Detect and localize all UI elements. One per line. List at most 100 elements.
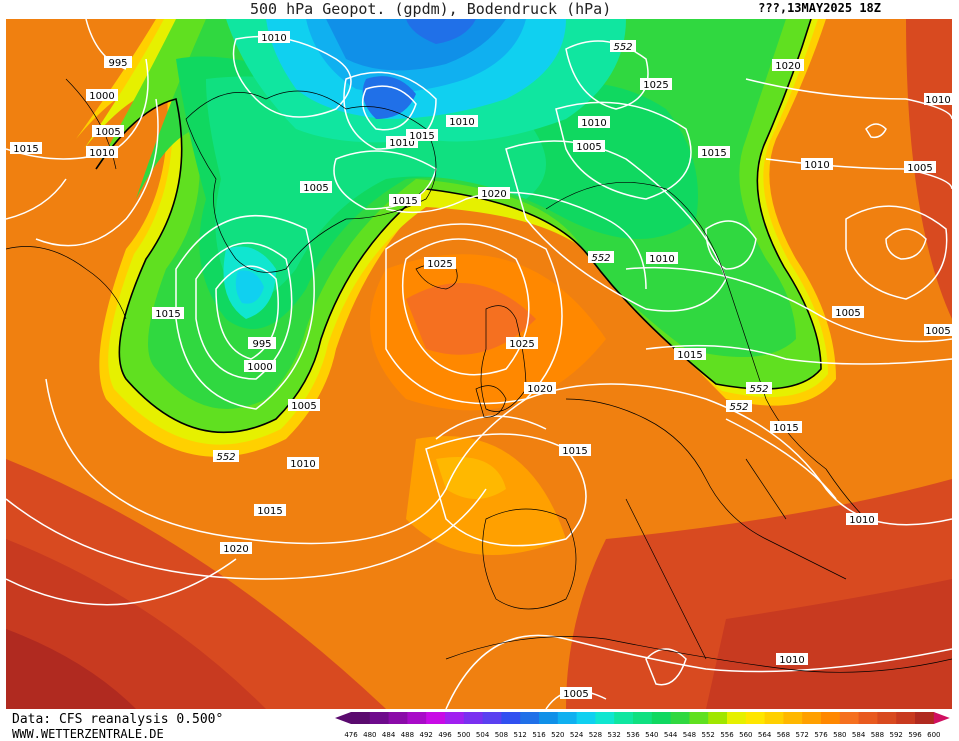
gpdm-label: 552 — [213, 450, 239, 463]
svg-text:1010: 1010 — [290, 459, 315, 470]
legend-tick-label: 484 — [382, 731, 396, 739]
legend-swatch — [915, 712, 935, 724]
svg-text:1010: 1010 — [449, 117, 474, 128]
isobar-label: 1005 — [904, 161, 936, 174]
legend-tick-label: 512 — [514, 731, 527, 739]
legend-tick-label: 516 — [532, 731, 546, 739]
legend-swatch — [539, 712, 559, 724]
svg-text:1005: 1005 — [576, 142, 601, 153]
isobar-label: 1020 — [478, 187, 510, 200]
legend-tick-label: 524 — [570, 731, 584, 739]
legend-tick-label: 480 — [363, 731, 376, 739]
svg-text:552: 552 — [216, 452, 235, 463]
legend-tick-label: 556 — [720, 731, 734, 739]
legend-swatch — [614, 712, 634, 724]
legend-swatch — [557, 712, 578, 724]
legend-arrow-right — [933, 712, 950, 724]
band-592 — [6, 629, 136, 709]
svg-text:1005: 1005 — [563, 689, 588, 700]
legend-tick-label: 496 — [438, 731, 452, 739]
isobar-label: 1005 — [560, 687, 592, 700]
isobar-label: 1020 — [220, 542, 252, 555]
band-580 — [406, 283, 536, 355]
legend-swatch — [351, 712, 371, 724]
legend-swatch — [388, 712, 408, 724]
isobar-label: 1015 — [152, 307, 184, 320]
pressure-labels: 1010 995 1000 1005 1015 1010 1010 1015 1… — [10, 31, 952, 700]
isobar-label: 1000 — [244, 360, 276, 373]
isobar-label: 1005 — [300, 181, 332, 194]
isobar-label: 1010 — [86, 146, 118, 159]
legend-tick-label: 548 — [683, 731, 696, 739]
legend-tick-label: 508 — [495, 731, 508, 739]
svg-text:1020: 1020 — [223, 544, 248, 555]
legend-swatch — [745, 712, 766, 724]
svg-text:995: 995 — [252, 339, 271, 350]
isobar-label: 1015 — [10, 142, 42, 155]
legend-swatch — [501, 712, 521, 724]
legend-tick-label: 528 — [589, 731, 602, 739]
legend-swatch — [595, 712, 615, 724]
map-canvas: 1010 995 1000 1005 1015 1010 1010 1015 1… — [5, 18, 953, 710]
legend-swatch — [633, 712, 653, 724]
isobar-label: 1010 — [646, 252, 678, 265]
legend-swatch — [651, 712, 672, 724]
legend-swatch — [764, 712, 784, 724]
svg-text:1000: 1000 — [89, 91, 114, 102]
svg-text:1005: 1005 — [907, 163, 932, 174]
isobar-label: 1010 — [801, 158, 833, 171]
svg-text:552: 552 — [591, 253, 610, 264]
band-524 — [235, 270, 264, 304]
svg-text:1015: 1015 — [701, 148, 726, 159]
svg-text:1010: 1010 — [804, 160, 829, 171]
svg-text:1005: 1005 — [925, 326, 950, 337]
map-footer: Data: CFS reanalysis 0.500° WWW.WETTERZE… — [0, 709, 959, 741]
legend-tick-label: 492 — [420, 731, 433, 739]
legend-swatch — [576, 712, 596, 724]
isobar-label: 1005 — [924, 324, 952, 337]
svg-text:1020: 1020 — [775, 61, 800, 72]
isobar-label: 1025 — [424, 257, 456, 270]
isobar-label: 1010 — [258, 31, 290, 44]
legend-swatch — [463, 712, 484, 724]
isobar-label: 1010 — [846, 513, 878, 526]
legend-tick-label: 536 — [626, 731, 640, 739]
isobar-label: 1015 — [254, 504, 286, 517]
isobar-label: 1015 — [559, 444, 591, 457]
svg-text:1005: 1005 — [95, 127, 120, 138]
isobar-label: 1025 — [506, 337, 538, 350]
isobar-label: 1010 — [924, 93, 952, 106]
legend-swatch — [369, 712, 390, 724]
isobar-label: 1010 — [776, 653, 808, 666]
svg-text:1015: 1015 — [155, 309, 180, 320]
gpdm-labels: 552 552 552 552 552 — [213, 40, 772, 463]
legend-swatch — [689, 712, 709, 724]
svg-text:1025: 1025 — [427, 259, 452, 270]
svg-text:1005: 1005 — [303, 183, 328, 194]
svg-text:1015: 1015 — [257, 506, 282, 517]
legend-tick-label: 504 — [476, 731, 490, 739]
svg-text:1020: 1020 — [527, 384, 552, 395]
legend-tick-label: 572 — [796, 731, 809, 739]
legend-swatch — [426, 712, 446, 724]
isobar-label: 1010 — [446, 115, 478, 128]
isobar-label: 1015 — [770, 421, 802, 434]
isobar-label: 1005 — [288, 399, 320, 412]
legend-swatch — [821, 712, 841, 724]
weather-map: 1010 995 1000 1005 1015 1010 1010 1015 1… — [5, 18, 953, 710]
legend-tick-label: 544 — [664, 731, 678, 739]
gpdm-label: 552 — [588, 251, 614, 264]
svg-text:1015: 1015 — [773, 423, 798, 434]
legend-tick-label: 592 — [890, 731, 903, 739]
legend-tick-label: 576 — [814, 731, 828, 739]
svg-text:1015: 1015 — [409, 131, 434, 142]
legend-tick-label: 532 — [608, 731, 621, 739]
svg-text:1015: 1015 — [392, 196, 417, 207]
map-date: ???,13MAY2025 18Z — [758, 1, 881, 15]
legend-swatch — [407, 712, 427, 724]
legend-tick-label: 488 — [401, 731, 414, 739]
legend-tick-label: 588 — [871, 731, 884, 739]
band-512-n — [406, 19, 476, 44]
legend-swatch — [727, 712, 747, 724]
isobar-label: 995 — [248, 337, 276, 350]
